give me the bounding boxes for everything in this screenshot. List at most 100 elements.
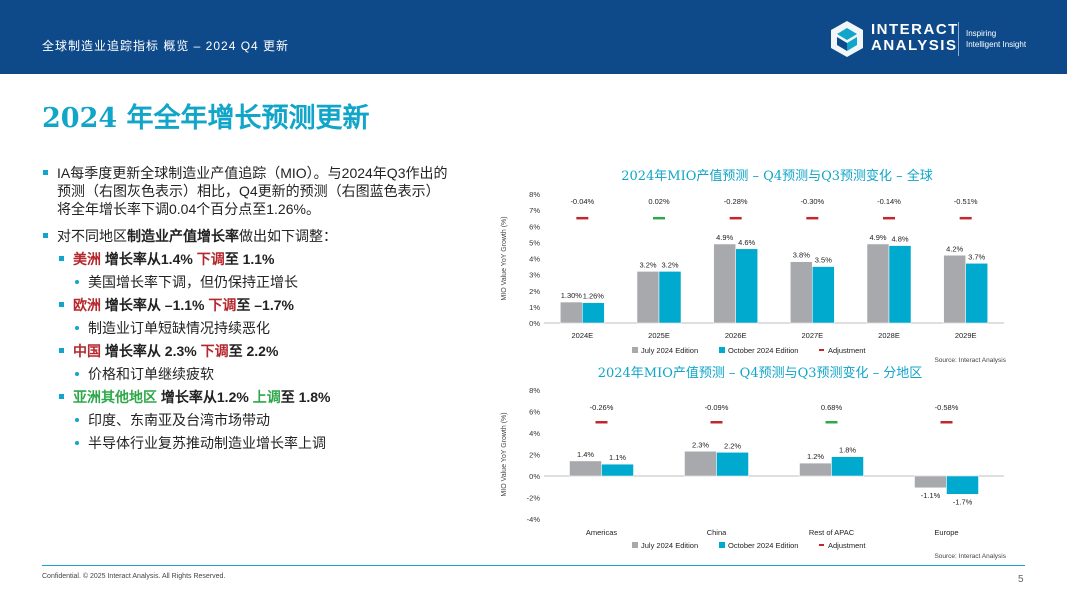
logo-tagline: Inspiring Intelligent Insight bbox=[966, 28, 1026, 50]
y-tick-label: 5% bbox=[529, 238, 540, 247]
data-label: 1.4% bbox=[577, 450, 594, 459]
global-forecast-chart: 2024年MIO产值预测 – Q4预测与Q3预测变化 – 全球 MIO Value… bbox=[501, 168, 1007, 364]
adjustment-label: -0.04% bbox=[570, 197, 594, 206]
y-axis-label: MIO Value YoY Growth (%) bbox=[501, 216, 508, 300]
data-label: 4.9% bbox=[716, 233, 733, 242]
bar-july bbox=[569, 460, 602, 477]
europe-direction: 下调 bbox=[208, 297, 237, 313]
y-tick-label: 0% bbox=[529, 319, 540, 328]
region-china: 中国 增长率从 2.3% 下调至 2.2% bbox=[42, 342, 452, 360]
data-label: 4.9% bbox=[869, 233, 886, 242]
data-label: 1.26% bbox=[583, 292, 605, 301]
europe-note: 制造业订单短缺情况持续恶化 bbox=[42, 319, 452, 337]
region-apac: 亚洲其他地区 增长率从1.2% 上调至 1.8% bbox=[42, 388, 452, 406]
bar-october bbox=[716, 452, 749, 477]
region-americas: 美洲 增长率从1.4% 下调至 1.1% bbox=[42, 250, 452, 268]
bar-july bbox=[943, 255, 966, 324]
y-tick-label: 3% bbox=[529, 271, 540, 280]
apac-note-2: 半导体行业复苏推动制造业增长率上调 bbox=[42, 434, 452, 452]
logo-divider bbox=[958, 22, 959, 56]
page-number: 5 bbox=[1018, 574, 1024, 585]
bar-october bbox=[946, 475, 979, 495]
china-name: 中国 bbox=[73, 343, 101, 359]
legend-swatch-october bbox=[719, 347, 725, 353]
data-label: 3.2% bbox=[639, 260, 656, 269]
apac-direction: 上调 bbox=[252, 389, 281, 405]
header-title: 全球制造业追踪指标 概览 – 2024 Q4 更新 bbox=[42, 39, 290, 53]
region-europe: 欧洲 增长率从 –1.1% 下调至 –1.7% bbox=[42, 296, 452, 314]
y-tick-label: -4% bbox=[527, 515, 541, 524]
bar-october bbox=[735, 248, 758, 324]
data-label: 4.6% bbox=[738, 238, 755, 247]
americas-post: 至 1.1% bbox=[224, 251, 275, 267]
bullet-list: IA每季度更新全球制造业产值追踪（MIO）。与2024年Q3作出的预测（右图灰色… bbox=[42, 164, 452, 452]
x-category-label: Europe bbox=[934, 528, 958, 537]
legend-october: October 2024 Edition bbox=[728, 541, 798, 550]
x-category-label: 2027E bbox=[801, 331, 823, 340]
legend-july: July 2024 Edition bbox=[641, 346, 698, 355]
chart-source: Source: Interact Analysis bbox=[934, 553, 1006, 560]
footer-confidential: Confidential. © 2025 Interact Analysis. … bbox=[42, 573, 226, 580]
y-tick-label: 2% bbox=[529, 451, 540, 460]
bar-october bbox=[582, 302, 605, 324]
legend-adjustment: Adjustment bbox=[828, 541, 866, 550]
tagline-line1: Inspiring bbox=[966, 29, 997, 38]
y-axis-label: MIO Value YoY Growth (%) bbox=[501, 412, 508, 496]
data-label: 4.8% bbox=[891, 235, 908, 244]
x-category-label: 2024E bbox=[571, 331, 593, 340]
china-note: 价格和订单继续疲软 bbox=[42, 365, 452, 383]
americas-direction: 下调 bbox=[196, 251, 225, 267]
data-label: -1.1% bbox=[921, 491, 941, 500]
europe-post: 至 –1.7% bbox=[236, 297, 294, 313]
y-tick-label: -2% bbox=[527, 494, 541, 503]
legend-october: October 2024 Edition bbox=[728, 346, 798, 355]
bar-october bbox=[812, 266, 835, 324]
china-post: 至 2.2% bbox=[228, 343, 279, 359]
data-label: 1.30% bbox=[561, 291, 583, 300]
data-label: 1.1% bbox=[609, 453, 626, 462]
china-pre: 增长率从 2.3% bbox=[101, 343, 201, 359]
data-label: 3.8% bbox=[793, 251, 810, 260]
bar-october bbox=[658, 271, 682, 324]
chart-source: Source: Interact Analysis bbox=[934, 357, 1006, 364]
regions-intro-post: 做出如下调整： bbox=[239, 228, 337, 244]
legend-swatch-july bbox=[632, 542, 638, 548]
y-tick-label: 0% bbox=[529, 472, 540, 481]
y-tick-label: 2% bbox=[529, 287, 540, 296]
legend-swatch-july bbox=[632, 347, 638, 353]
adjustment-label: 0.02% bbox=[648, 197, 670, 206]
bar-july bbox=[914, 475, 947, 489]
adjustment-label: -0.58% bbox=[935, 403, 959, 412]
europe-name: 欧洲 bbox=[73, 297, 101, 313]
y-tick-label: 6% bbox=[529, 408, 540, 417]
bar-july bbox=[799, 462, 832, 477]
bar-july bbox=[684, 451, 717, 477]
bar-october bbox=[965, 263, 988, 324]
data-label: 3.5% bbox=[815, 256, 832, 265]
y-tick-label: 8% bbox=[529, 190, 540, 199]
logo-cube-icon bbox=[831, 21, 863, 57]
bar-july bbox=[790, 261, 813, 324]
y-tick-label: 4% bbox=[529, 429, 540, 438]
legend-swatch-october bbox=[719, 542, 725, 548]
americas-pre: 增长率从1.4% bbox=[101, 251, 197, 267]
bar-july bbox=[560, 301, 583, 324]
apac-note-1: 印度、东南亚及台湾市场带动 bbox=[42, 411, 452, 429]
data-label: 3.2% bbox=[661, 260, 678, 269]
apac-pre: 增长率从1.2% bbox=[157, 389, 253, 405]
bar-july bbox=[866, 243, 890, 324]
bar-july bbox=[713, 243, 736, 324]
data-label: 1.8% bbox=[839, 446, 856, 455]
data-label: 2.2% bbox=[724, 441, 741, 450]
bar-october bbox=[831, 456, 864, 477]
legend-july: July 2024 Edition bbox=[641, 541, 698, 550]
data-label: 3.7% bbox=[968, 252, 985, 261]
x-category-label: 2028E bbox=[878, 331, 900, 340]
y-tick-label: 6% bbox=[529, 222, 540, 231]
bar-july bbox=[636, 271, 660, 324]
adjustment-label: -0.14% bbox=[877, 197, 901, 206]
data-label: 2.3% bbox=[692, 440, 709, 449]
adjustment-label: -0.51% bbox=[954, 197, 978, 206]
bar-october bbox=[888, 245, 912, 324]
bar-october bbox=[601, 463, 634, 477]
